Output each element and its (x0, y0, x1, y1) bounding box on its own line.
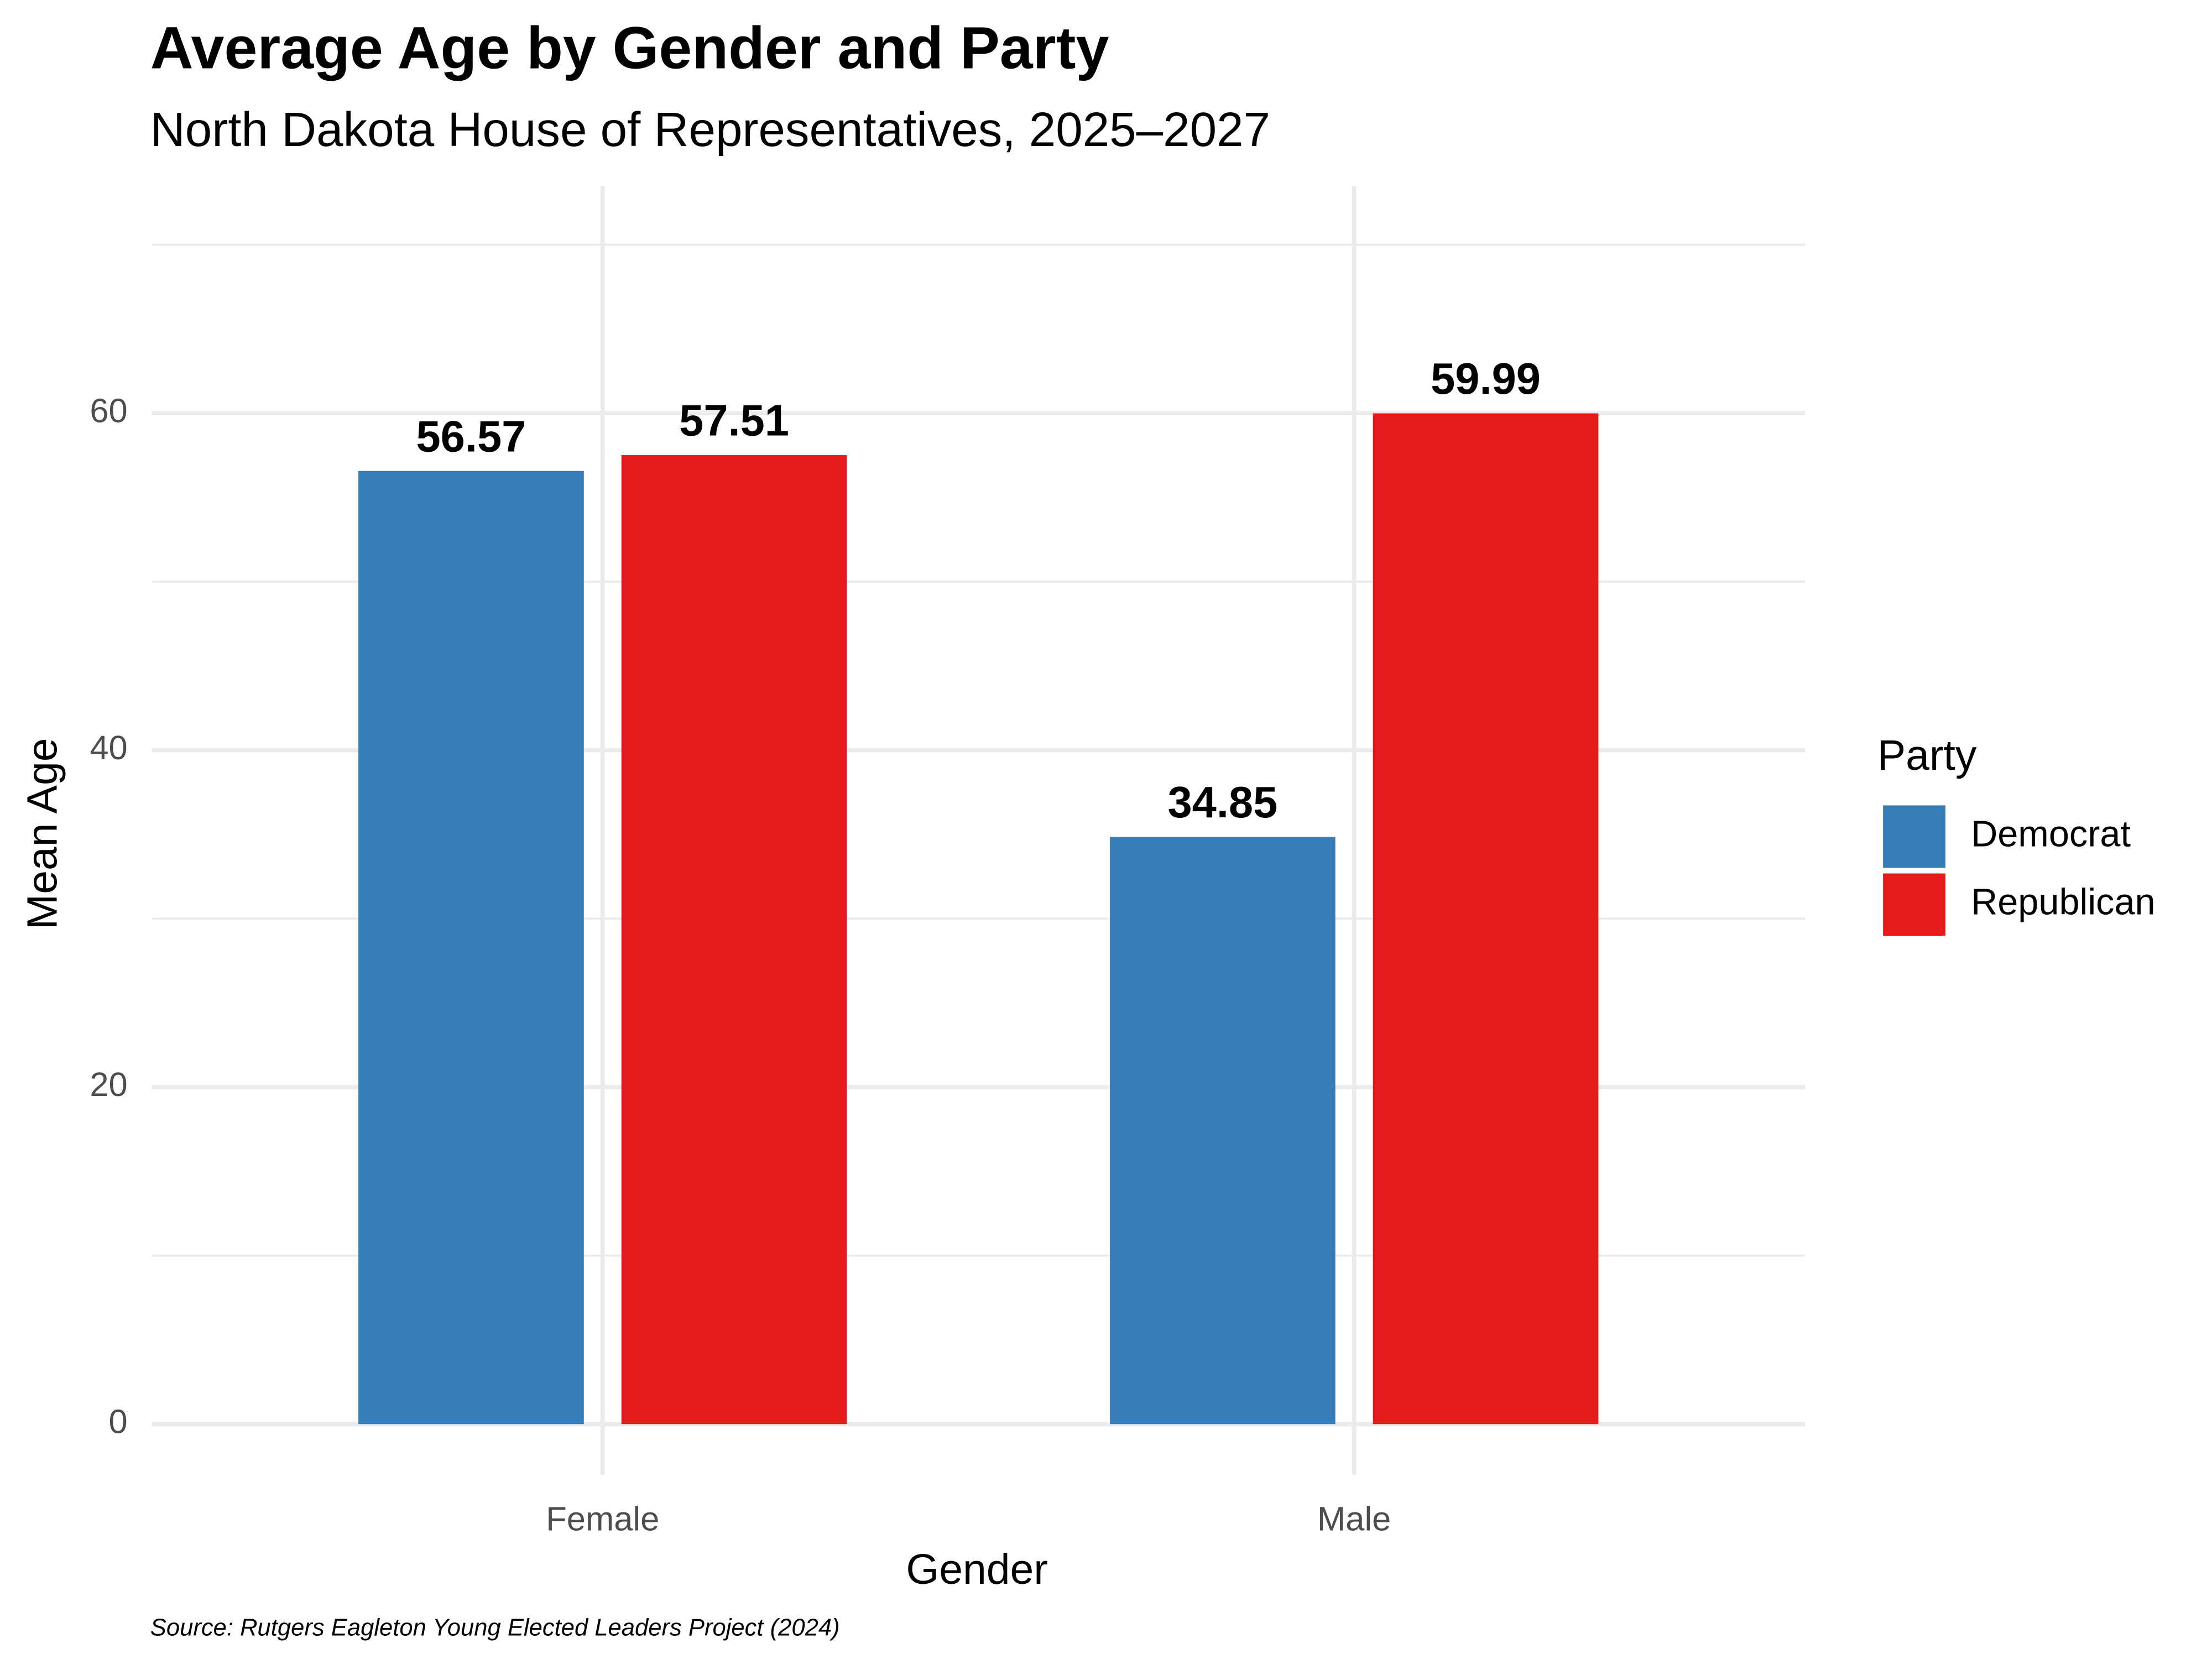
y-tick-label: 0 (109, 1403, 128, 1441)
value-label: 57.51 (679, 396, 789, 445)
legend-label: Republican (1971, 882, 2156, 923)
bar (1110, 837, 1335, 1425)
x-tick-label: Male (1317, 1500, 1391, 1538)
chart-subtitle: North Dakota House of Representatives, 2… (150, 103, 1270, 156)
legend-label: Democrat (1971, 813, 2131, 854)
bar (1373, 413, 1599, 1425)
legend-title: Party (1877, 732, 1977, 779)
bar (621, 455, 847, 1425)
value-label: 34.85 (1167, 778, 1277, 827)
x-tick-label: Female (546, 1500, 659, 1538)
legend-swatch (1883, 805, 1945, 868)
chart-title: Average Age by Gender and Party (150, 14, 1109, 81)
y-axis-label: Mean Age (18, 738, 66, 930)
value-label: 56.57 (416, 411, 526, 461)
value-label: 59.99 (1431, 354, 1541, 403)
y-tick-label: 20 (90, 1066, 127, 1104)
bar (358, 471, 584, 1425)
x-axis-label: Gender (906, 1546, 1048, 1593)
y-tick-label: 40 (90, 729, 127, 767)
caption: Source: Rutgers Eagleton Young Elected L… (150, 1615, 840, 1641)
legend-swatch (1883, 873, 1945, 936)
y-tick-label: 60 (90, 392, 127, 430)
